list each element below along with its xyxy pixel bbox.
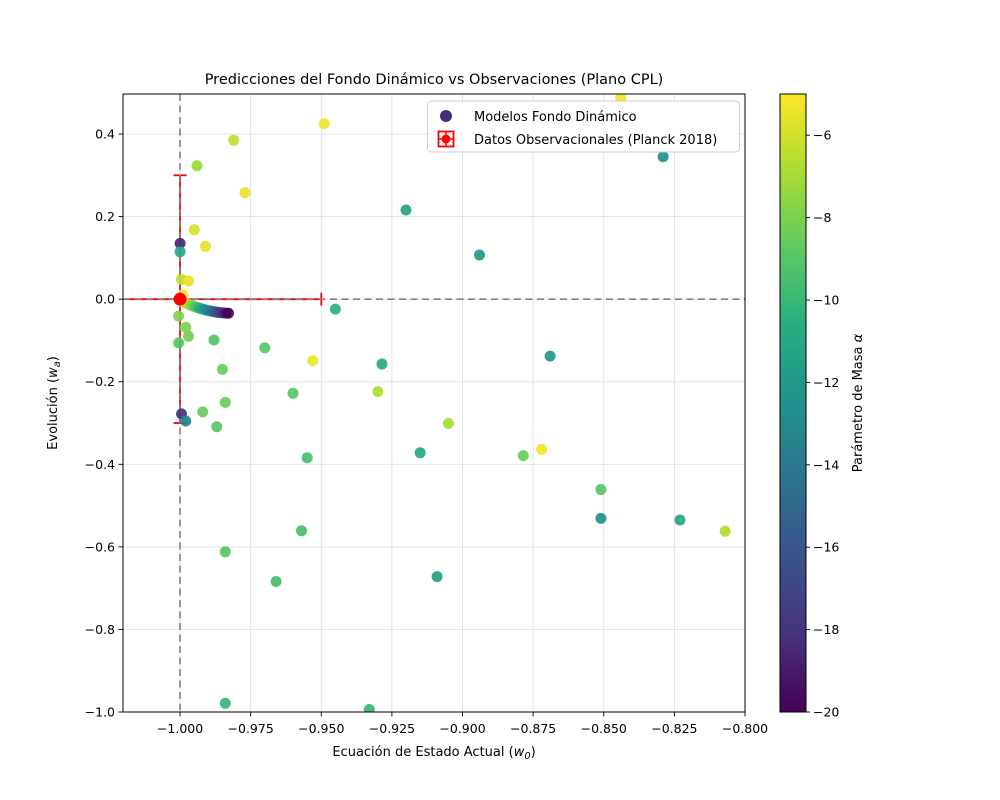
scatter-point xyxy=(719,525,731,537)
scatter-point xyxy=(174,246,186,258)
scatter-point xyxy=(174,237,186,249)
scatter-point xyxy=(372,386,384,398)
legend-marker-model xyxy=(440,110,452,122)
colorbar-tick-label: −18 xyxy=(813,622,839,637)
y-tick-label: 0.0 xyxy=(95,292,115,307)
scatter-point xyxy=(595,484,607,495)
scatter-point xyxy=(228,134,240,146)
x-axis-label: Ecuación de Estado Actual (w0) xyxy=(332,745,535,762)
scatter-point xyxy=(595,512,607,524)
scatter-point xyxy=(200,240,211,252)
scatter-point xyxy=(180,321,192,333)
scatter-point xyxy=(287,387,299,399)
scatter-point xyxy=(173,337,185,349)
axis-labels: Ecuación de Estado Actual (w0) Evolución … xyxy=(46,356,536,762)
scatter-point xyxy=(219,546,231,558)
scatter-point xyxy=(674,514,686,526)
colorbar-tick-label: −10 xyxy=(813,293,839,308)
x-tick-label: −0.925 xyxy=(369,721,415,736)
scatter-point xyxy=(222,307,234,319)
colorbar-tick-label: −12 xyxy=(813,375,839,390)
x-tick-label: −0.825 xyxy=(651,721,697,736)
legend-label-model: Modelos Fondo Dinámico xyxy=(474,110,637,125)
colorbar-tick-label: −20 xyxy=(813,705,839,720)
axes-spines xyxy=(122,93,746,713)
scatter-point xyxy=(208,334,220,346)
scatter-point xyxy=(544,350,556,362)
y-tick-label: −1.0 xyxy=(85,705,115,720)
y-tick-label: −0.8 xyxy=(85,622,115,637)
scatter-point xyxy=(657,151,669,163)
x-tick-label: −0.950 xyxy=(298,721,344,736)
colorbar-tick-label: −8 xyxy=(813,210,831,225)
scatter-point xyxy=(307,355,319,367)
scatter-layer xyxy=(173,94,731,712)
scatter-point xyxy=(318,118,330,130)
reference-lines xyxy=(123,94,745,712)
scatter-point xyxy=(188,224,200,236)
scatter-point xyxy=(474,249,485,261)
colorbar-bar xyxy=(779,93,807,713)
y-tick-label: −0.2 xyxy=(85,374,115,389)
y-tick-label: 0.2 xyxy=(95,209,115,224)
scatter-point xyxy=(191,160,203,172)
scatter-point xyxy=(363,704,375,712)
legend-marker-obs-dot xyxy=(441,134,451,144)
y-tick-label: −0.6 xyxy=(85,539,115,554)
scatter-point xyxy=(536,443,548,455)
x-tick-label: −0.850 xyxy=(581,721,627,736)
scatter-point xyxy=(197,406,209,418)
legend-label-obs: Datos Observacionales (Planck 2018) xyxy=(474,133,717,148)
scatter-point xyxy=(219,396,231,408)
scatter-point xyxy=(270,576,282,587)
scatter-point xyxy=(431,571,443,583)
colorbar-tick-label: −14 xyxy=(813,457,839,472)
scatter-point xyxy=(376,358,388,370)
colorbar-tick-label: −16 xyxy=(813,540,839,555)
colorbar: −6 −8 −10 −12 −14 −16 −18 −20 Parámetro de Masa … xyxy=(779,93,866,720)
scatter-point xyxy=(442,417,454,429)
scatter-point xyxy=(296,525,307,537)
y-tick-label: −0.4 xyxy=(85,457,115,472)
legend: Modelos Fondo Dinámico Datos Observaciona… xyxy=(427,100,740,153)
scatter-point xyxy=(400,204,412,216)
legend-box xyxy=(427,100,740,153)
colorbar-tick-label: −6 xyxy=(813,128,831,143)
scatter-point xyxy=(183,275,194,287)
y-axis-label: Evolución (wa) xyxy=(46,356,63,450)
x-tick-label: −0.900 xyxy=(439,721,485,736)
colorbar-label: Parámetro de Masa α xyxy=(851,333,866,472)
scatter-point xyxy=(301,452,313,464)
scatter-point xyxy=(259,342,271,354)
chart-title: Predicciones del Fondo Dinámico vs Obser… xyxy=(205,72,664,88)
scatter-point xyxy=(517,450,529,462)
y-tick-label: 0.4 xyxy=(95,127,115,142)
observation-point xyxy=(173,292,187,306)
scatter-point xyxy=(414,447,426,459)
observation-marker xyxy=(173,292,187,306)
x-tick-label: −0.800 xyxy=(722,721,768,736)
scatter-point xyxy=(180,415,192,427)
scatter-point xyxy=(183,330,194,342)
scatter-point xyxy=(329,303,341,315)
scatter-point xyxy=(173,310,185,322)
x-tick-label: −1.000 xyxy=(157,721,203,736)
scatter-point xyxy=(216,363,228,375)
scatter-point xyxy=(219,697,231,709)
scatter-point xyxy=(239,187,251,199)
x-tick-label: −0.875 xyxy=(510,721,556,736)
axes-layer: −1.000 −0.975 −0.950 −0.925 −0.900 −0.875 −0.8… xyxy=(85,93,768,736)
scatter-point xyxy=(211,421,223,433)
x-tick-label: −0.975 xyxy=(228,721,274,736)
grid-layer xyxy=(123,94,746,713)
